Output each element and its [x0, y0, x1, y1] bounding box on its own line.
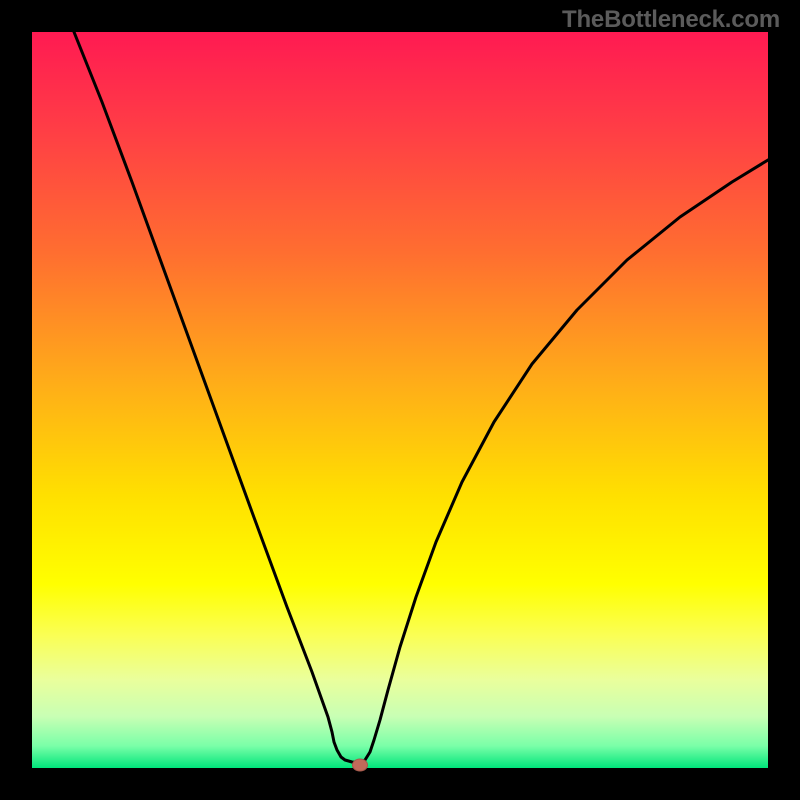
- minimum-marker: [352, 759, 368, 772]
- watermark-text: TheBottleneck.com: [562, 6, 780, 34]
- chart-frame: TheBottleneck.com: [0, 0, 800, 800]
- plot-area: [32, 32, 768, 768]
- bottleneck-curve: [32, 32, 768, 768]
